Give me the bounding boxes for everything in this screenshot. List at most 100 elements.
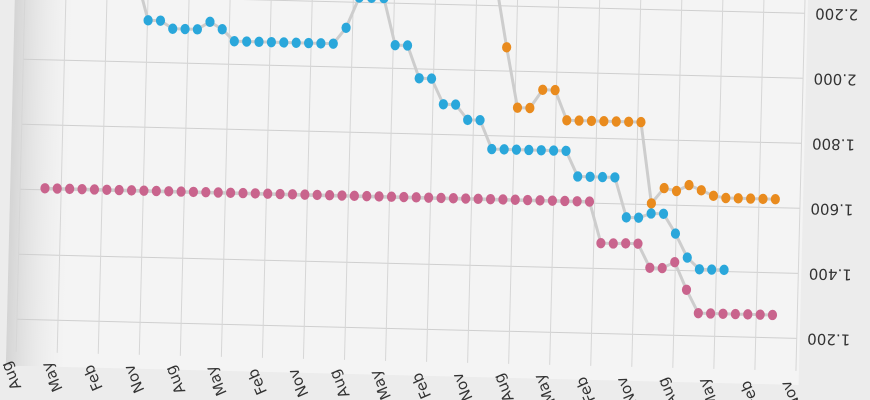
grid-line-vertical bbox=[138, 0, 149, 355]
data-point bbox=[411, 192, 421, 203]
data-point bbox=[573, 171, 583, 182]
data-point bbox=[399, 191, 409, 203]
grid-line-horizontal bbox=[24, 0, 805, 14]
data-point bbox=[523, 194, 533, 206]
grid-line-vertical bbox=[220, 0, 232, 357]
data-point bbox=[390, 39, 400, 51]
data-point bbox=[180, 23, 190, 35]
data-point bbox=[424, 192, 434, 203]
data-point bbox=[498, 194, 508, 205]
data-point bbox=[659, 182, 669, 194]
data-point bbox=[205, 16, 215, 28]
data-point bbox=[646, 198, 656, 209]
data-point bbox=[770, 194, 780, 205]
data-point bbox=[512, 102, 523, 113]
data-point bbox=[201, 186, 211, 198]
data-point bbox=[574, 115, 584, 126]
data-point bbox=[238, 187, 248, 199]
data-point bbox=[707, 264, 717, 275]
data-point bbox=[426, 73, 437, 84]
data-point bbox=[487, 143, 497, 155]
data-point bbox=[718, 308, 728, 319]
data-point bbox=[312, 189, 322, 201]
grid-line-vertical bbox=[56, 0, 67, 353]
data-point bbox=[275, 188, 285, 200]
data-point bbox=[436, 192, 446, 204]
data-point bbox=[719, 264, 729, 276]
data-point bbox=[708, 190, 719, 202]
data-point bbox=[217, 24, 227, 35]
data-point bbox=[610, 172, 620, 183]
data-point bbox=[151, 185, 161, 197]
data-point bbox=[303, 37, 314, 49]
data-point bbox=[511, 144, 522, 155]
data-point bbox=[102, 184, 112, 195]
data-point bbox=[694, 264, 704, 275]
data-point bbox=[438, 99, 448, 110]
data-point bbox=[670, 256, 680, 268]
data-point bbox=[730, 308, 741, 320]
data-point bbox=[684, 179, 694, 191]
data-points bbox=[40, 0, 780, 321]
data-point bbox=[525, 102, 535, 114]
grid-line-vertical bbox=[549, 0, 560, 365]
data-point bbox=[746, 193, 756, 204]
grid-line-vertical bbox=[754, 0, 765, 370]
data-point bbox=[164, 186, 174, 197]
data-point bbox=[89, 184, 100, 195]
grid-line-horizontal bbox=[18, 253, 799, 274]
data-point bbox=[611, 116, 621, 127]
grid-line-vertical bbox=[343, 0, 355, 360]
data-point bbox=[176, 186, 186, 197]
data-point bbox=[743, 309, 753, 320]
data-point bbox=[473, 193, 483, 205]
data-point bbox=[254, 36, 264, 48]
data-point bbox=[646, 208, 656, 219]
data-point bbox=[682, 252, 692, 263]
data-point bbox=[547, 195, 558, 206]
y-tick-label: 2.000 bbox=[813, 70, 856, 89]
data-point bbox=[706, 308, 716, 319]
data-point bbox=[287, 189, 298, 200]
data-point bbox=[524, 144, 534, 156]
data-point bbox=[758, 193, 768, 205]
data-point bbox=[324, 190, 335, 201]
data-point bbox=[461, 193, 471, 204]
data-point bbox=[485, 193, 496, 205]
grid-line-vertical bbox=[467, 0, 478, 363]
data-point bbox=[608, 238, 618, 249]
grid-line-vertical bbox=[713, 0, 724, 369]
data-point bbox=[451, 99, 461, 110]
grid-line-horizontal bbox=[21, 123, 802, 144]
data-point bbox=[499, 144, 509, 155]
grid-line-vertical bbox=[631, 0, 642, 367]
data-point bbox=[502, 42, 512, 53]
data-point bbox=[263, 188, 273, 199]
data-point bbox=[374, 191, 384, 202]
data-point bbox=[599, 116, 609, 127]
data-point bbox=[621, 238, 631, 249]
data-point bbox=[597, 171, 608, 183]
data-point bbox=[448, 193, 458, 204]
data-point bbox=[402, 40, 413, 51]
grid-line-vertical bbox=[15, 0, 26, 352]
data-point bbox=[550, 84, 560, 96]
data-point bbox=[52, 183, 62, 194]
data-point bbox=[354, 0, 364, 3]
data-point bbox=[535, 195, 545, 206]
data-point bbox=[633, 238, 643, 249]
data-point bbox=[291, 37, 301, 48]
data-point bbox=[671, 185, 682, 197]
y-tick-label: 1.600 bbox=[810, 200, 853, 219]
y-tick-label: 1.800 bbox=[812, 135, 855, 154]
data-point bbox=[681, 284, 692, 295]
data-point bbox=[316, 38, 326, 49]
data-point bbox=[670, 228, 681, 239]
data-point bbox=[250, 188, 260, 199]
data-point bbox=[367, 0, 377, 3]
grid-line-vertical bbox=[590, 0, 601, 366]
data-point bbox=[645, 262, 655, 273]
plot-background bbox=[5, 0, 809, 385]
